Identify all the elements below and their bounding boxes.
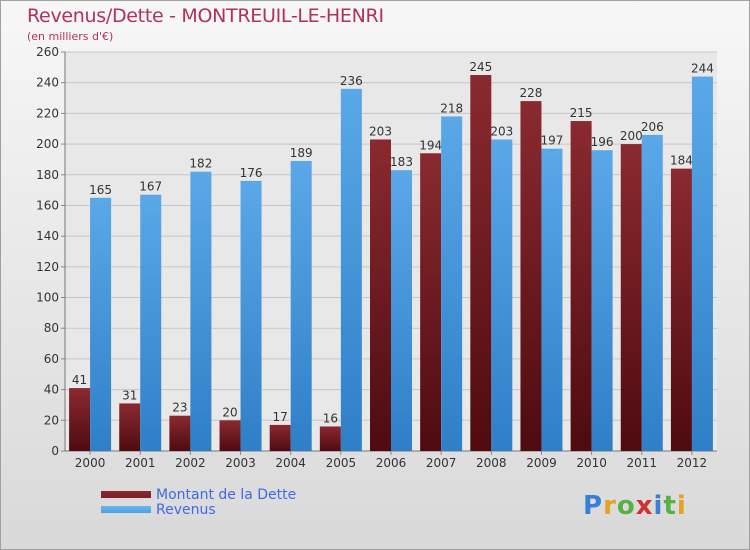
- x-tick-label: 2002: [175, 456, 206, 470]
- logo-letter: t: [663, 491, 677, 521]
- logo-letter: i: [676, 491, 687, 521]
- legend-item-revenus: Revenus: [101, 501, 296, 518]
- legend-swatch-revenus: [101, 506, 151, 513]
- y-tick-label: 160: [36, 198, 59, 212]
- bar-dette: [570, 121, 592, 452]
- legend-label-dette: Montant de la Dette: [156, 486, 297, 503]
- y-tick-label: 100: [36, 291, 59, 305]
- logo-letter: x: [635, 491, 654, 521]
- bar-dette: [370, 139, 391, 451]
- data-label-dette: 16: [323, 411, 338, 425]
- data-label-revenus: 165: [89, 183, 112, 197]
- logo-letter: o: [616, 491, 636, 521]
- bar-revenus: [340, 88, 362, 451]
- bar-revenus: [591, 150, 613, 451]
- bar-revenus: [641, 134, 663, 451]
- x-tick-label: 2012: [677, 456, 708, 470]
- bar-revenus: [691, 76, 713, 452]
- bar-revenus: [491, 139, 513, 451]
- data-label-dette: 41: [72, 373, 87, 387]
- bar-dette: [119, 403, 141, 451]
- data-label-revenus: 203: [490, 124, 513, 138]
- data-label-revenus: 182: [189, 157, 212, 171]
- bar-revenus: [290, 160, 312, 451]
- data-label-revenus: 197: [541, 134, 564, 148]
- chart-title: Revenus/Dette - MONTREUIL-LE-HENRI: [27, 5, 384, 27]
- y-tick-label: 20: [44, 413, 59, 427]
- x-tick-label: 2001: [125, 456, 156, 470]
- data-label-dette: 200: [620, 129, 643, 143]
- data-label-dette: 203: [369, 124, 392, 138]
- legend-item-dette: Montant de la Dette: [101, 486, 297, 503]
- x-tick-label: 2010: [576, 456, 607, 470]
- data-label-dette: 184: [670, 154, 693, 168]
- logo-letter: i: [653, 491, 664, 521]
- bar-dette: [670, 168, 692, 451]
- data-label-revenus: 218: [440, 101, 463, 115]
- bar-dette: [169, 415, 191, 451]
- y-tick-label: 140: [36, 229, 59, 243]
- y-tick-label: 220: [36, 106, 59, 120]
- x-tick-label: 2006: [376, 456, 407, 470]
- bar-dette: [620, 144, 642, 452]
- data-label-revenus: 167: [139, 180, 162, 194]
- x-tick-label: 2007: [426, 456, 457, 470]
- data-label-dette: 228: [520, 86, 543, 100]
- x-tick-label: 2008: [476, 456, 507, 470]
- y-tick-label: 200: [36, 137, 59, 151]
- data-label-dette: 17: [273, 410, 288, 424]
- x-tick-label: 2009: [526, 456, 557, 470]
- x-tick-label: 2004: [275, 456, 306, 470]
- bar-dette: [520, 101, 542, 451]
- data-label-revenus: 236: [340, 74, 363, 88]
- bar-revenus: [541, 148, 563, 451]
- data-label-dette: 245: [469, 60, 492, 74]
- y-tick-label: 0: [51, 444, 59, 458]
- data-label-dette: 194: [419, 138, 442, 152]
- data-label-dette: 23: [172, 401, 187, 415]
- data-label-revenus: 189: [290, 146, 313, 160]
- bar-dette: [69, 388, 91, 451]
- bar-dette: [219, 420, 241, 451]
- bar-revenus: [140, 194, 162, 451]
- proxiti-logo: Proxiti: [583, 491, 687, 521]
- x-tick-label: 2011: [626, 456, 657, 470]
- y-tick-label: 240: [36, 76, 59, 90]
- x-tick-label: 2003: [225, 456, 256, 470]
- y-tick-label: 260: [36, 45, 59, 59]
- data-label-dette: 31: [122, 388, 137, 402]
- bar-dette: [269, 424, 291, 451]
- data-label-revenus: 206: [641, 120, 664, 134]
- data-label-dette: 215: [570, 106, 593, 120]
- chart-subtitle: (en milliers d'€): [27, 30, 114, 43]
- legend: Montant de la Dette Revenus: [101, 486, 297, 518]
- y-tick-label: 180: [36, 168, 59, 182]
- bar-dette: [319, 426, 341, 451]
- data-label-revenus: 244: [691, 62, 714, 76]
- legend-swatch-dette: [101, 491, 151, 498]
- bar-revenus: [240, 180, 262, 451]
- data-label-revenus: 183: [390, 155, 413, 169]
- bar-dette: [420, 153, 442, 452]
- bar-revenus: [391, 170, 412, 451]
- data-label-dette: 20: [222, 405, 237, 419]
- x-tick-label: 2005: [326, 456, 357, 470]
- y-tick-label: 80: [44, 321, 59, 335]
- logo-letter: P: [583, 491, 604, 521]
- data-label-revenus: 196: [591, 135, 614, 149]
- x-tick-label: 2000: [75, 456, 106, 470]
- logo-letter: r: [603, 491, 617, 521]
- legend-label-revenus: Revenus: [156, 501, 216, 518]
- bar-revenus: [90, 197, 112, 451]
- y-tick-label: 120: [36, 260, 59, 274]
- y-tick-label: 60: [44, 352, 59, 366]
- bar-revenus: [441, 116, 463, 451]
- y-tick-label: 40: [44, 383, 59, 397]
- data-label-revenus: 176: [240, 166, 263, 180]
- bar-revenus: [190, 171, 212, 451]
- bar-dette: [470, 75, 492, 452]
